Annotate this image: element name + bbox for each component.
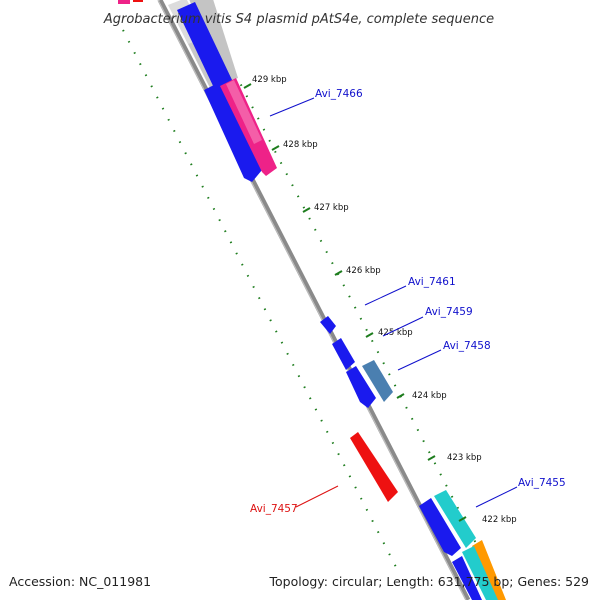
outer-guide-track bbox=[122, 29, 401, 576]
gene-blue-bottom bbox=[452, 556, 482, 600]
gene-blue-avi-7455 bbox=[419, 498, 461, 556]
gene-cyan-bottom bbox=[462, 546, 498, 600]
tick-marks bbox=[243, 83, 467, 522]
gene-label-avi-7457[interactable]: Avi_7457 bbox=[250, 503, 298, 515]
gene-cyan-avi-7455 bbox=[434, 490, 476, 548]
gene-blue-fragment-a bbox=[320, 316, 336, 334]
tick-label-422: 422 kbp bbox=[482, 515, 517, 525]
gene-pink-highlight bbox=[226, 80, 262, 144]
gene-label-avi-7461[interactable]: Avi_7461 bbox=[408, 276, 456, 288]
gene-steel-avi-7458 bbox=[362, 360, 393, 402]
accession-text: Accession: NC_011981 bbox=[9, 574, 151, 589]
gene-orange-bottom bbox=[472, 540, 506, 600]
label-connectors bbox=[269, 97, 518, 508]
tick-label-425: 425 kbp bbox=[378, 328, 413, 338]
gene-blue-avi-7461 bbox=[332, 338, 355, 370]
tick-label-428: 428 kbp bbox=[283, 140, 318, 150]
gene-label-avi-7455[interactable]: Avi_7455 bbox=[518, 477, 566, 489]
tick-label-427: 427 kbp bbox=[314, 203, 349, 213]
gene-partial-top-pink bbox=[118, 0, 130, 4]
tick-label-424: 424 kbp bbox=[412, 391, 447, 401]
gene-blue-upper bbox=[177, 2, 233, 90]
tick-label-423: 423 kbp bbox=[447, 453, 482, 463]
gene-partial-top-red bbox=[133, 0, 143, 2]
gene-blue-avi-7466 bbox=[204, 82, 262, 182]
map-title: Agrobacterium vitis S4 plasmid pAtS4e, c… bbox=[103, 12, 494, 27]
tick-label-426: 426 kbp bbox=[346, 266, 381, 276]
gene-label-avi-7458[interactable]: Avi_7458 bbox=[443, 340, 491, 352]
gene-red-avi-7457 bbox=[350, 432, 398, 502]
tick-label-429: 429 kbp bbox=[252, 75, 287, 85]
summary-text: Topology: circular; Length: 631,775 bp; … bbox=[269, 574, 590, 589]
gene-blue-avi-7459 bbox=[346, 366, 376, 408]
gene-label-avi-7466[interactable]: Avi_7466 bbox=[315, 88, 363, 100]
gene-label-avi-7459[interactable]: Avi_7459 bbox=[425, 306, 473, 318]
